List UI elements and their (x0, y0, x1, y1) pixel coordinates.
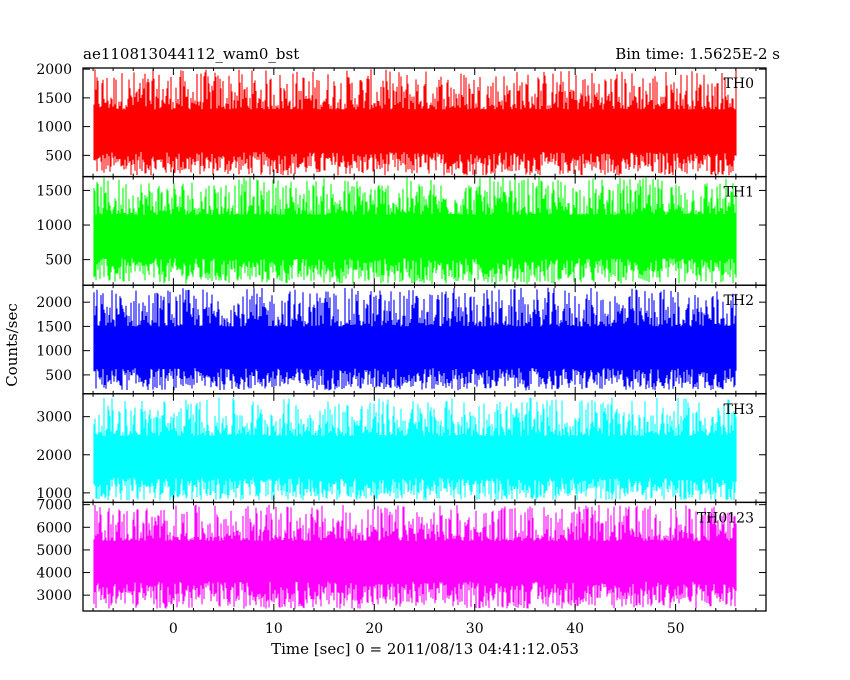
y-tick-label: 1500 (36, 183, 72, 199)
y-tick-label: 1000 (36, 344, 72, 360)
y-tick-label: 7000 (36, 498, 72, 514)
x-tick-label: 20 (365, 621, 383, 637)
series-th0-line (93, 69, 737, 176)
y-tick-label: 3000 (36, 410, 72, 426)
y-tick-label: 5000 (36, 543, 72, 559)
series-th2-line (93, 287, 737, 391)
y-tick-label: 4000 (36, 566, 72, 582)
y-tick-label: 1000 (36, 120, 72, 136)
x-tick-label: 10 (265, 621, 283, 637)
y-tick-label: 1500 (36, 91, 72, 107)
y-tick-label: 500 (45, 148, 72, 164)
panel-th1: 500 1000 1500 TH1 (36, 175, 767, 286)
x-tick-label: 40 (566, 621, 584, 637)
y-tick-label: 6000 (36, 520, 72, 536)
panel-frame (82, 501, 767, 612)
series-th1-core (94, 234, 736, 247)
y-tick-label: 1000 (36, 486, 72, 502)
series-label-th2: TH2 (724, 293, 754, 309)
series-th2-core (94, 342, 736, 355)
x-tick-label: 50 (667, 621, 685, 637)
x-axis-label: Time [sec] 0 = 2011/08/13 04:41:12.053 (271, 640, 579, 658)
y-tick-label: 3000 (36, 588, 72, 604)
x-axis: 0 10 20 30 40 50 (169, 621, 685, 637)
series-th3-line (93, 397, 737, 501)
panel-th0123: 3000 4000 5000 6000 7000 TH0123 (36, 498, 767, 612)
series-th0-core (94, 129, 736, 142)
panel-th3: 1000 2000 3000 TH3 (36, 393, 767, 504)
y-tick-label: 2000 (36, 448, 72, 464)
y-tick-label: 2000 (36, 62, 72, 78)
y-tick-label: 1500 (36, 319, 72, 335)
panel-th2: 500 1000 1500 2000 TH2 (36, 284, 767, 395)
y-tick-label: 1000 (36, 218, 72, 234)
series-label-th3: TH3 (724, 402, 754, 418)
series-th1-line (93, 177, 737, 284)
y-tick-label: 2000 (36, 295, 72, 311)
series-label-th0123: TH0123 (697, 510, 754, 526)
series-th0123-line (93, 504, 737, 609)
y-tick-label: 500 (45, 253, 72, 269)
series-th3-core (94, 452, 736, 465)
x-tick-label: 0 (169, 621, 178, 637)
series-label-th1: TH1 (724, 185, 754, 201)
series-th0123-core (94, 557, 736, 570)
x-tick-label: 30 (466, 621, 484, 637)
chart-title: ae110813044112_wam0_bst (83, 45, 299, 63)
panel-th0: 500 1000 1500 2000 TH0 (36, 62, 767, 178)
y-tick-label: 500 (45, 368, 72, 384)
y-axis-label: Counts/sec (3, 303, 21, 387)
bin-time-label: Bin time: 1.5625E-2 s (615, 45, 780, 63)
series-label-th0: TH0 (724, 76, 754, 92)
